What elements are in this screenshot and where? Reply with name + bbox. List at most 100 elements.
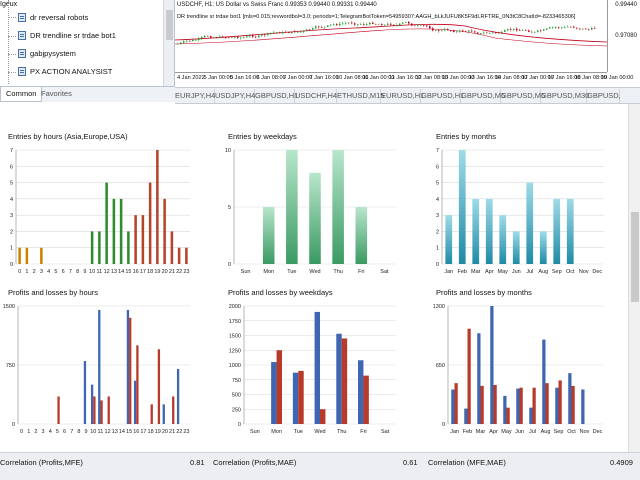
x-tick-label: 18 bbox=[148, 429, 154, 435]
candle-body bbox=[387, 23, 389, 25]
scrollbar-thumb[interactable] bbox=[166, 10, 173, 40]
bar bbox=[526, 182, 534, 264]
candle-body bbox=[471, 30, 473, 32]
x-tick-label: Tue bbox=[287, 269, 296, 275]
candle-body bbox=[180, 42, 182, 44]
time-label: 12 Jan 08:00 bbox=[415, 75, 448, 81]
navigator-tree: Igeux dr reversal robots DR trendline sr… bbox=[0, 0, 163, 86]
candle-body bbox=[522, 30, 524, 31]
loss-bar bbox=[298, 370, 304, 424]
chart-tab[interactable]: GBPUSD, bbox=[587, 89, 621, 103]
panel-title: Profits and losses by hours bbox=[8, 288, 99, 297]
bar bbox=[286, 150, 298, 264]
y-tick-label: 0 bbox=[442, 422, 445, 428]
y-tick-label: 6 bbox=[10, 164, 13, 170]
candle-body bbox=[510, 29, 512, 30]
panel-title: Profits and losses by months bbox=[436, 288, 532, 297]
candle-body bbox=[558, 27, 560, 28]
x-tick-label: Dec bbox=[593, 429, 603, 435]
chart-tab[interactable]: GBPUSD,H1 bbox=[421, 89, 464, 103]
x-tick-label: 4 bbox=[47, 269, 50, 275]
entries-by-weekdays-panel: Entries by weekdays 10 5 0 Sun Mon Tue Wed Thu F… bbox=[220, 132, 410, 278]
candle-body bbox=[279, 32, 281, 34]
y-tick-label: 650 bbox=[436, 363, 445, 369]
profits-losses-by-months-panel: Profits and losses by months 1300 650 0 Jan… bbox=[428, 288, 618, 438]
x-tick-label: 2 bbox=[34, 429, 37, 435]
time-label: 17 Jan 16:00 bbox=[548, 75, 581, 81]
navigator-item[interactable]: DR trendline sr trdae bot1 bbox=[18, 27, 116, 44]
chart-tab[interactable]: USDJPY,H4 bbox=[215, 89, 255, 103]
bar bbox=[355, 207, 368, 264]
scrollbar-thumb[interactable] bbox=[631, 212, 639, 302]
x-tick-label: 20 bbox=[162, 429, 168, 435]
time-label: 7 Jan 16:00 bbox=[309, 75, 339, 81]
x-tick-label: 10 bbox=[90, 429, 96, 435]
candle-body bbox=[516, 28, 518, 31]
loss-bar bbox=[506, 407, 510, 424]
candle-body bbox=[489, 32, 491, 34]
candle-body bbox=[384, 24, 386, 26]
candle-body bbox=[312, 28, 314, 30]
candle-body bbox=[492, 32, 494, 34]
moving-average-line bbox=[175, 28, 607, 47]
y-tick-label: 1500 bbox=[229, 334, 241, 340]
candle-body bbox=[537, 30, 539, 32]
x-tick-label: 11 bbox=[98, 429, 104, 435]
candle-body bbox=[318, 26, 320, 28]
candle-body bbox=[297, 32, 299, 33]
candle-body bbox=[219, 36, 221, 38]
candle-body bbox=[243, 37, 245, 39]
profit-bar bbox=[133, 380, 137, 424]
moving-average-line bbox=[175, 23, 607, 43]
bar bbox=[127, 231, 130, 264]
y-tick-label: 1750 bbox=[229, 319, 241, 325]
chart-tab[interactable]: GBPUSD,M5 bbox=[501, 89, 545, 103]
chart-tab[interactable]: EURJPY,H4 bbox=[175, 89, 215, 103]
navigator-item[interactable]: dr reversal robots bbox=[18, 9, 88, 26]
x-tick-label: Jan bbox=[450, 429, 459, 435]
candle-body bbox=[444, 29, 446, 31]
profit-bar bbox=[555, 387, 559, 424]
chart-tab[interactable]: ETHUSD,M15 bbox=[337, 89, 385, 103]
candle-body bbox=[315, 26, 317, 29]
tab-common[interactable]: Common bbox=[0, 87, 43, 102]
tab-favorites[interactable]: Favorites bbox=[41, 89, 72, 98]
report-scrollbar[interactable] bbox=[628, 104, 640, 466]
candle-body bbox=[579, 28, 581, 30]
x-tick-label: Oct bbox=[566, 269, 575, 275]
candle-body bbox=[441, 30, 443, 31]
y-tick-label: 2 bbox=[436, 229, 439, 235]
time-label: 19 Jan 00:00 bbox=[601, 75, 634, 81]
candle-body bbox=[246, 36, 248, 38]
bar bbox=[177, 247, 181, 264]
chart-tab[interactable]: EURUSD,H1 bbox=[381, 89, 424, 103]
loss-bar bbox=[276, 350, 282, 424]
candle-body bbox=[531, 31, 533, 33]
navigator-scrollbar[interactable] bbox=[163, 0, 174, 86]
price-chart[interactable]: USDCHF, H1: US Dollar vs Swiss Franc 0.9… bbox=[175, 0, 640, 88]
time-label: 18 Jan 08:00 bbox=[574, 75, 607, 81]
bar bbox=[148, 182, 152, 264]
candle-body bbox=[258, 35, 260, 38]
loss-bar bbox=[107, 396, 110, 424]
loss-bar bbox=[93, 396, 96, 424]
navigator-item[interactable]: gabjpysystem bbox=[18, 45, 76, 62]
chart-tab[interactable]: GBPUSD,M30 bbox=[541, 89, 589, 103]
correlation-bar: Correlation (Profits,MFE) 0.81 Correlati… bbox=[0, 452, 640, 480]
x-tick-label: Sep bbox=[552, 269, 562, 275]
chart-tab[interactable]: USDCHF,H4 bbox=[295, 89, 337, 103]
x-tick-label: Nov bbox=[580, 429, 590, 435]
chart-tab[interactable]: GBPUSD,M5 bbox=[461, 89, 505, 103]
x-tick-label: 0 bbox=[18, 269, 21, 275]
tree-branch bbox=[8, 72, 16, 73]
profit-bar bbox=[451, 389, 455, 424]
candle-body bbox=[252, 35, 254, 37]
candle-body bbox=[273, 32, 275, 34]
chart-tab[interactable]: GBPUSD,H1 bbox=[255, 89, 298, 103]
candle-body bbox=[207, 35, 209, 37]
candle-body bbox=[432, 28, 434, 31]
profit-bar bbox=[292, 372, 299, 424]
navigator-item[interactable]: PX ACTION ANALYSIST bbox=[18, 63, 112, 80]
candle-body bbox=[396, 25, 398, 26]
